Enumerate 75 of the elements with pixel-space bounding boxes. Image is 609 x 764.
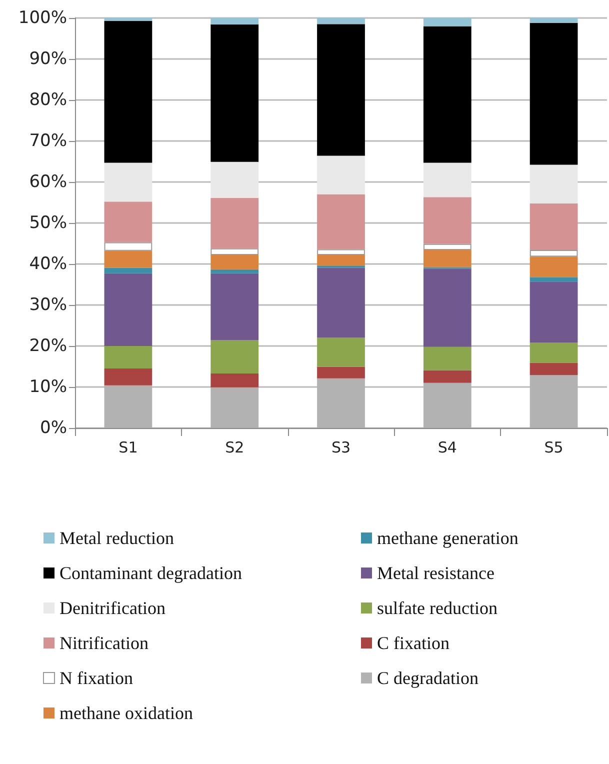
bar bbox=[530, 164, 578, 204]
bar bbox=[210, 198, 259, 248]
bar bbox=[530, 342, 578, 363]
bar bbox=[530, 18, 578, 23]
legend-label: N fixation bbox=[60, 668, 133, 688]
bar bbox=[530, 277, 578, 282]
bar bbox=[210, 254, 259, 270]
bar bbox=[104, 20, 152, 163]
y-tick-label: 30% bbox=[29, 295, 67, 315]
y-tick-label: 90% bbox=[29, 49, 67, 69]
bar bbox=[530, 250, 578, 257]
bar bbox=[317, 249, 365, 255]
bar bbox=[104, 268, 152, 274]
legend-label: Metal reduction bbox=[60, 528, 174, 548]
x-tick-label: S2 bbox=[225, 438, 244, 456]
bar bbox=[104, 242, 152, 251]
bar bbox=[210, 248, 259, 255]
legend-label: C degradation bbox=[377, 668, 478, 688]
legend-label: Nitrification bbox=[60, 633, 148, 653]
y-tick-label: 80% bbox=[29, 90, 67, 110]
bar bbox=[104, 346, 152, 369]
bar bbox=[317, 24, 365, 156]
bar bbox=[104, 273, 152, 346]
y-tick-label: 0% bbox=[40, 418, 67, 438]
x-tick-label: S3 bbox=[331, 438, 351, 456]
bar bbox=[423, 244, 472, 250]
bar bbox=[530, 22, 578, 165]
bar bbox=[210, 340, 259, 374]
bar bbox=[423, 250, 472, 268]
y-tick-label: 40% bbox=[29, 254, 67, 274]
bar bbox=[530, 282, 578, 343]
bar bbox=[210, 24, 259, 162]
bar bbox=[317, 18, 365, 24]
bar bbox=[423, 268, 472, 347]
bar bbox=[210, 269, 259, 274]
bar bbox=[423, 26, 472, 163]
x-tick-label: S5 bbox=[544, 438, 564, 456]
y-tick-label: 10% bbox=[29, 377, 67, 397]
x-tick-label: S1 bbox=[118, 438, 138, 456]
y-tick-label: 100% bbox=[18, 8, 67, 28]
bar bbox=[423, 370, 472, 383]
legend-label: C fixation bbox=[377, 633, 450, 653]
bar bbox=[530, 362, 578, 376]
bar bbox=[530, 203, 578, 250]
legend-label: sulfate reduction bbox=[377, 598, 498, 618]
legend-label: methane oxidation bbox=[60, 703, 193, 723]
bar bbox=[210, 373, 259, 388]
bar bbox=[317, 254, 365, 266]
legend-label: Metal resistance bbox=[377, 563, 494, 583]
x-tick-label: S4 bbox=[438, 438, 457, 456]
bar bbox=[104, 18, 152, 21]
y-tick-label: 50% bbox=[29, 213, 67, 233]
bar bbox=[104, 250, 152, 268]
y-tick-label: 20% bbox=[29, 336, 67, 356]
bar bbox=[210, 18, 259, 25]
bar bbox=[317, 338, 365, 367]
bar bbox=[423, 18, 472, 26]
legend-label: methane generation bbox=[377, 528, 518, 548]
bar bbox=[210, 162, 259, 198]
legend-label: Contaminant degradation bbox=[60, 563, 242, 583]
bar bbox=[317, 194, 365, 250]
bar bbox=[317, 366, 365, 378]
bar bbox=[423, 197, 472, 244]
bar bbox=[423, 346, 472, 370]
y-tick-label: 60% bbox=[29, 172, 67, 192]
bar bbox=[104, 368, 152, 386]
y-tick-label: 70% bbox=[29, 131, 67, 151]
bar bbox=[104, 162, 152, 202]
bar bbox=[104, 202, 152, 242]
bar bbox=[210, 273, 259, 340]
bar bbox=[530, 256, 578, 278]
bar bbox=[317, 156, 365, 194]
bar bbox=[317, 268, 365, 338]
bar bbox=[423, 162, 472, 198]
legend-label: Denitrification bbox=[60, 598, 166, 618]
